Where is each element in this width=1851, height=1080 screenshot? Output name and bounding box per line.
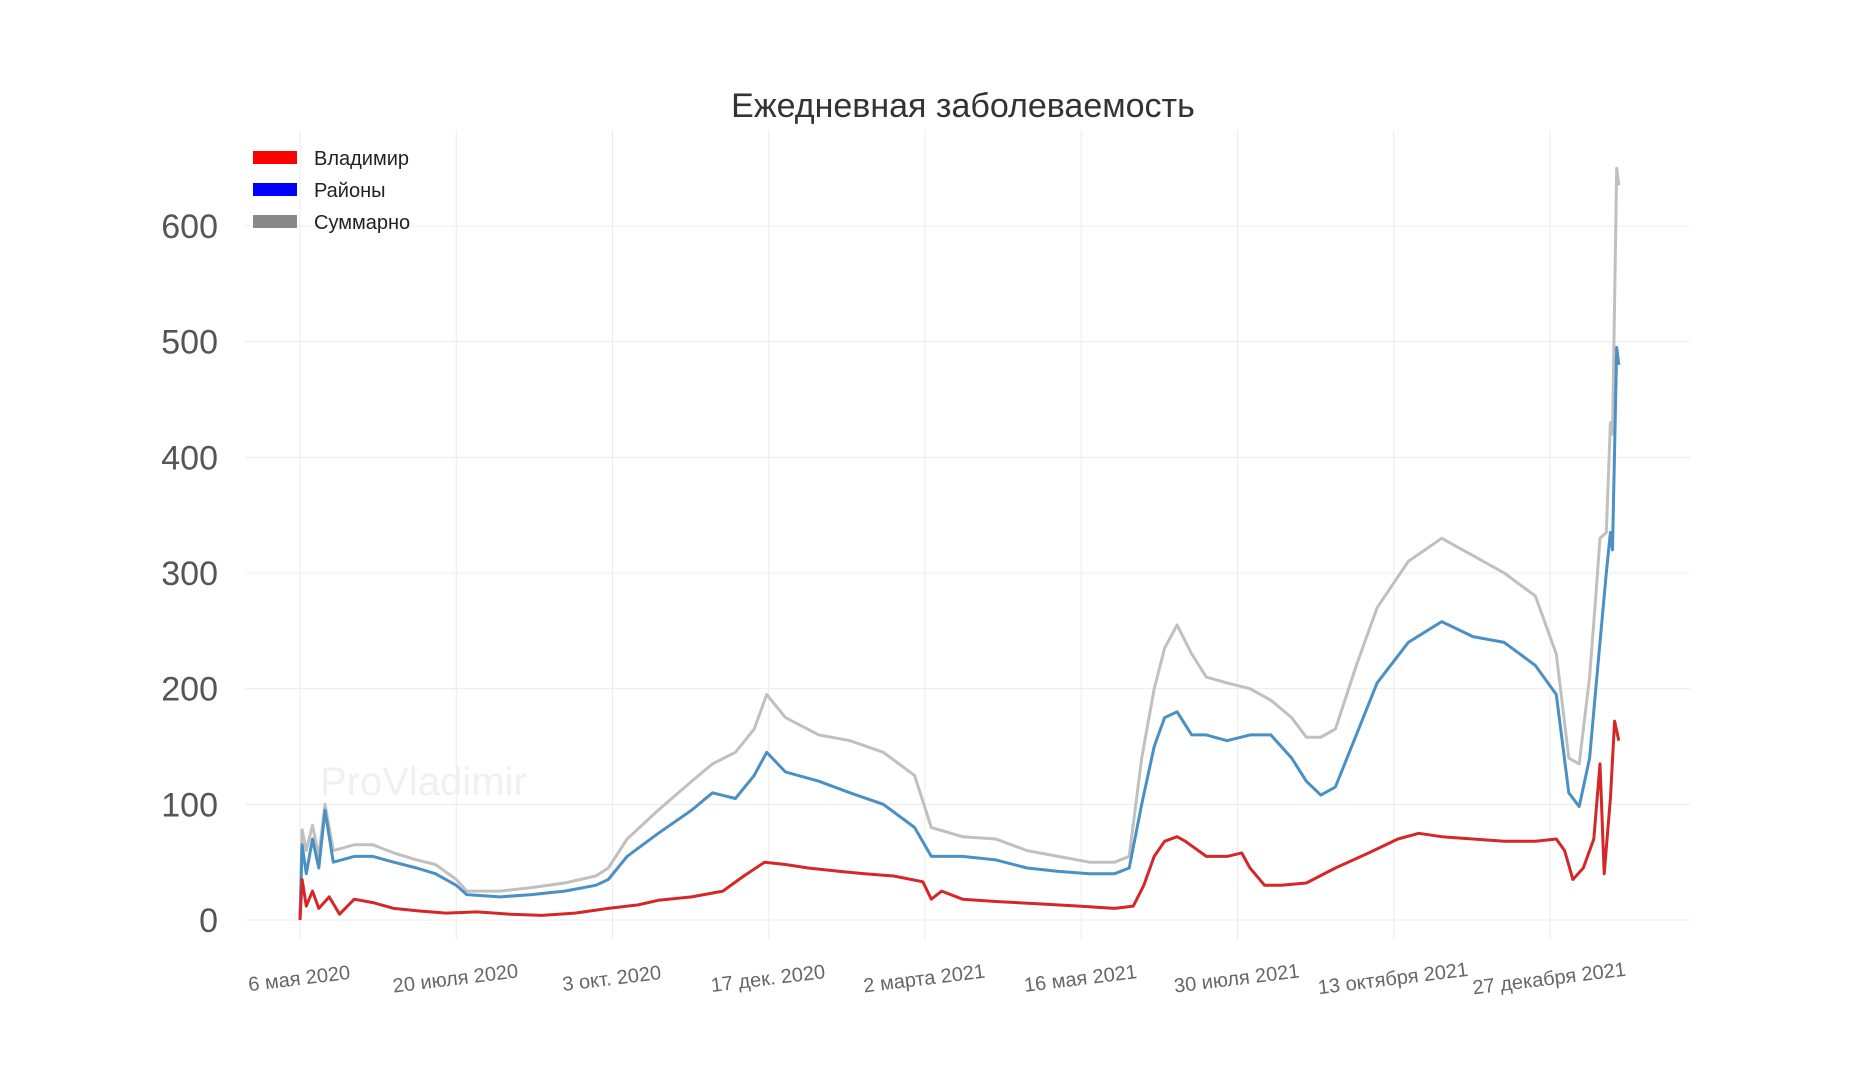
x-tick-label: 17 дек. 2020 (710, 961, 827, 997)
y-tick-label: 500 (161, 324, 218, 362)
legend-swatch-1[interactable] (253, 183, 297, 196)
y-axis: 0 100 200 300 400 500 600 (161, 208, 218, 940)
x-tick-label: 13 октября 2021 (1317, 959, 1470, 999)
x-tick-label: 3 окт. 2020 (561, 962, 662, 996)
legend-swatch-2[interactable] (253, 215, 297, 228)
watermark: ProVladimir (320, 760, 527, 804)
legend-label-1: Районы (314, 180, 386, 202)
x-axis: 6 мая 2020 20 июля 2020 3 окт. 2020 17 дек.… (247, 959, 1627, 1000)
y-tick-label: 400 (161, 439, 218, 477)
x-tick-label: 27 декабря 2021 (1471, 959, 1627, 1000)
x-tick-label: 20 июля 2020 (392, 960, 520, 997)
x-tick-label: 30 июля 2021 (1173, 960, 1301, 997)
series-line-1 (298, 346, 1621, 921)
x-tick-label: 2 марта 2021 (862, 961, 986, 998)
x-tick-label: 16 мая 2021 (1023, 961, 1138, 997)
series-line-0 (298, 719, 1621, 921)
y-tick-label: 0 (199, 902, 218, 940)
chart-title: Ежедневная заболеваемость (731, 87, 1195, 125)
y-tick-label: 600 (161, 208, 218, 246)
series-layer (298, 166, 1621, 921)
legend-label-2: Суммарно (314, 212, 410, 234)
x-tick-label: 6 мая 2020 (247, 962, 351, 996)
legend[interactable]: Владимир Районы Суммарно (253, 148, 410, 234)
y-tick-label: 200 (161, 671, 218, 709)
series-line-2 (298, 166, 1621, 921)
legend-label-0: Владимир (314, 148, 409, 170)
y-tick-label: 100 (161, 786, 218, 824)
y-tick-label: 300 (161, 555, 218, 593)
grid (245, 130, 1690, 940)
legend-swatch-0[interactable] (253, 151, 297, 164)
